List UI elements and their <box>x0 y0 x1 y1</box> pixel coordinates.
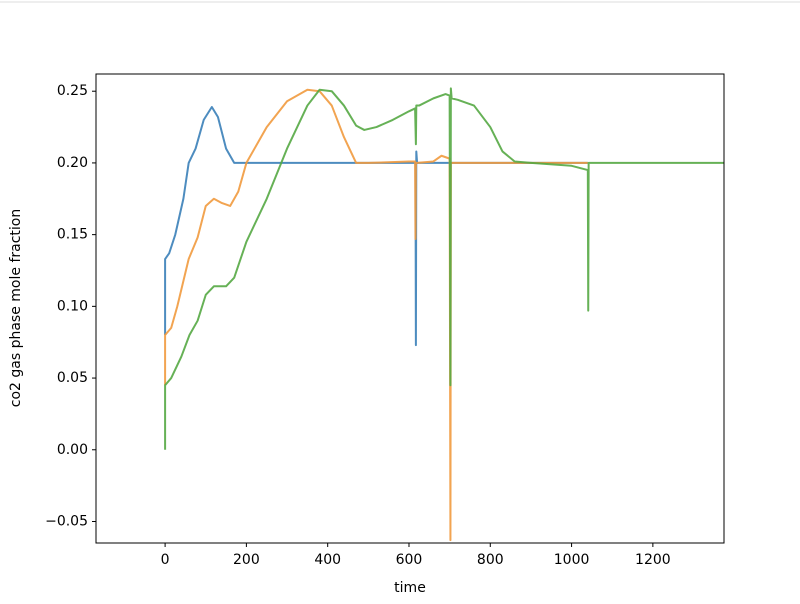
y-tick-label: 0.10 <box>57 298 88 314</box>
y-tick-label: 0.00 <box>57 442 88 458</box>
y-tick-label: −0.05 <box>45 513 88 529</box>
y-tick-label: 0.25 <box>57 83 88 99</box>
x-tick-label: 1000 <box>554 552 590 568</box>
x-tick-label: 1200 <box>635 552 671 568</box>
x-axis-label: time <box>394 580 426 596</box>
x-tick-label: 0 <box>161 552 170 568</box>
plot-frame <box>95 73 725 544</box>
series-line <box>164 87 724 450</box>
x-tick-label: 400 <box>314 552 341 568</box>
series-line <box>164 88 588 542</box>
y-tick-label: 0.20 <box>57 155 88 171</box>
y-axis-label: co2 gas phase mole fraction <box>8 209 24 407</box>
series-line <box>164 105 588 347</box>
y-tick-label: 0.05 <box>57 370 88 386</box>
x-tick-label: 800 <box>477 552 504 568</box>
x-tick-label: 600 <box>396 552 423 568</box>
y-tick-label: 0.15 <box>57 227 88 243</box>
x-tick-label: 200 <box>233 552 260 568</box>
